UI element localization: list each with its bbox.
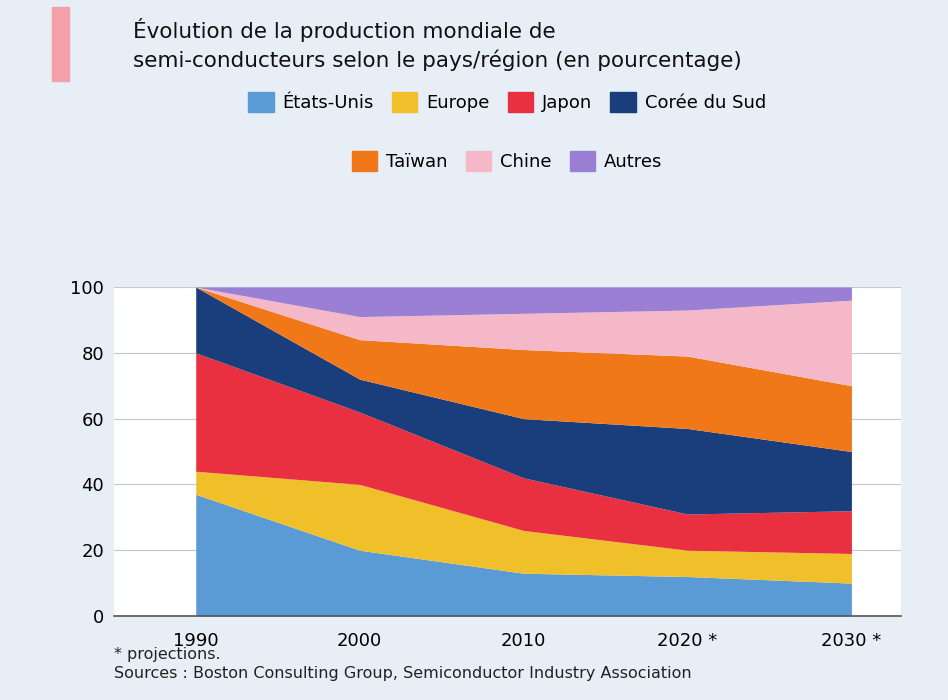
Legend: Taïwan, Chine, Autres: Taïwan, Chine, Autres [352,151,663,172]
Text: Sources : Boston Consulting Group, Semiconductor Industry Association: Sources : Boston Consulting Group, Semic… [114,666,691,681]
Text: * projections.: * projections. [114,648,220,662]
Text: Évolution de la production mondiale de
semi-conducteurs selon le pays/région (en: Évolution de la production mondiale de s… [133,18,741,71]
